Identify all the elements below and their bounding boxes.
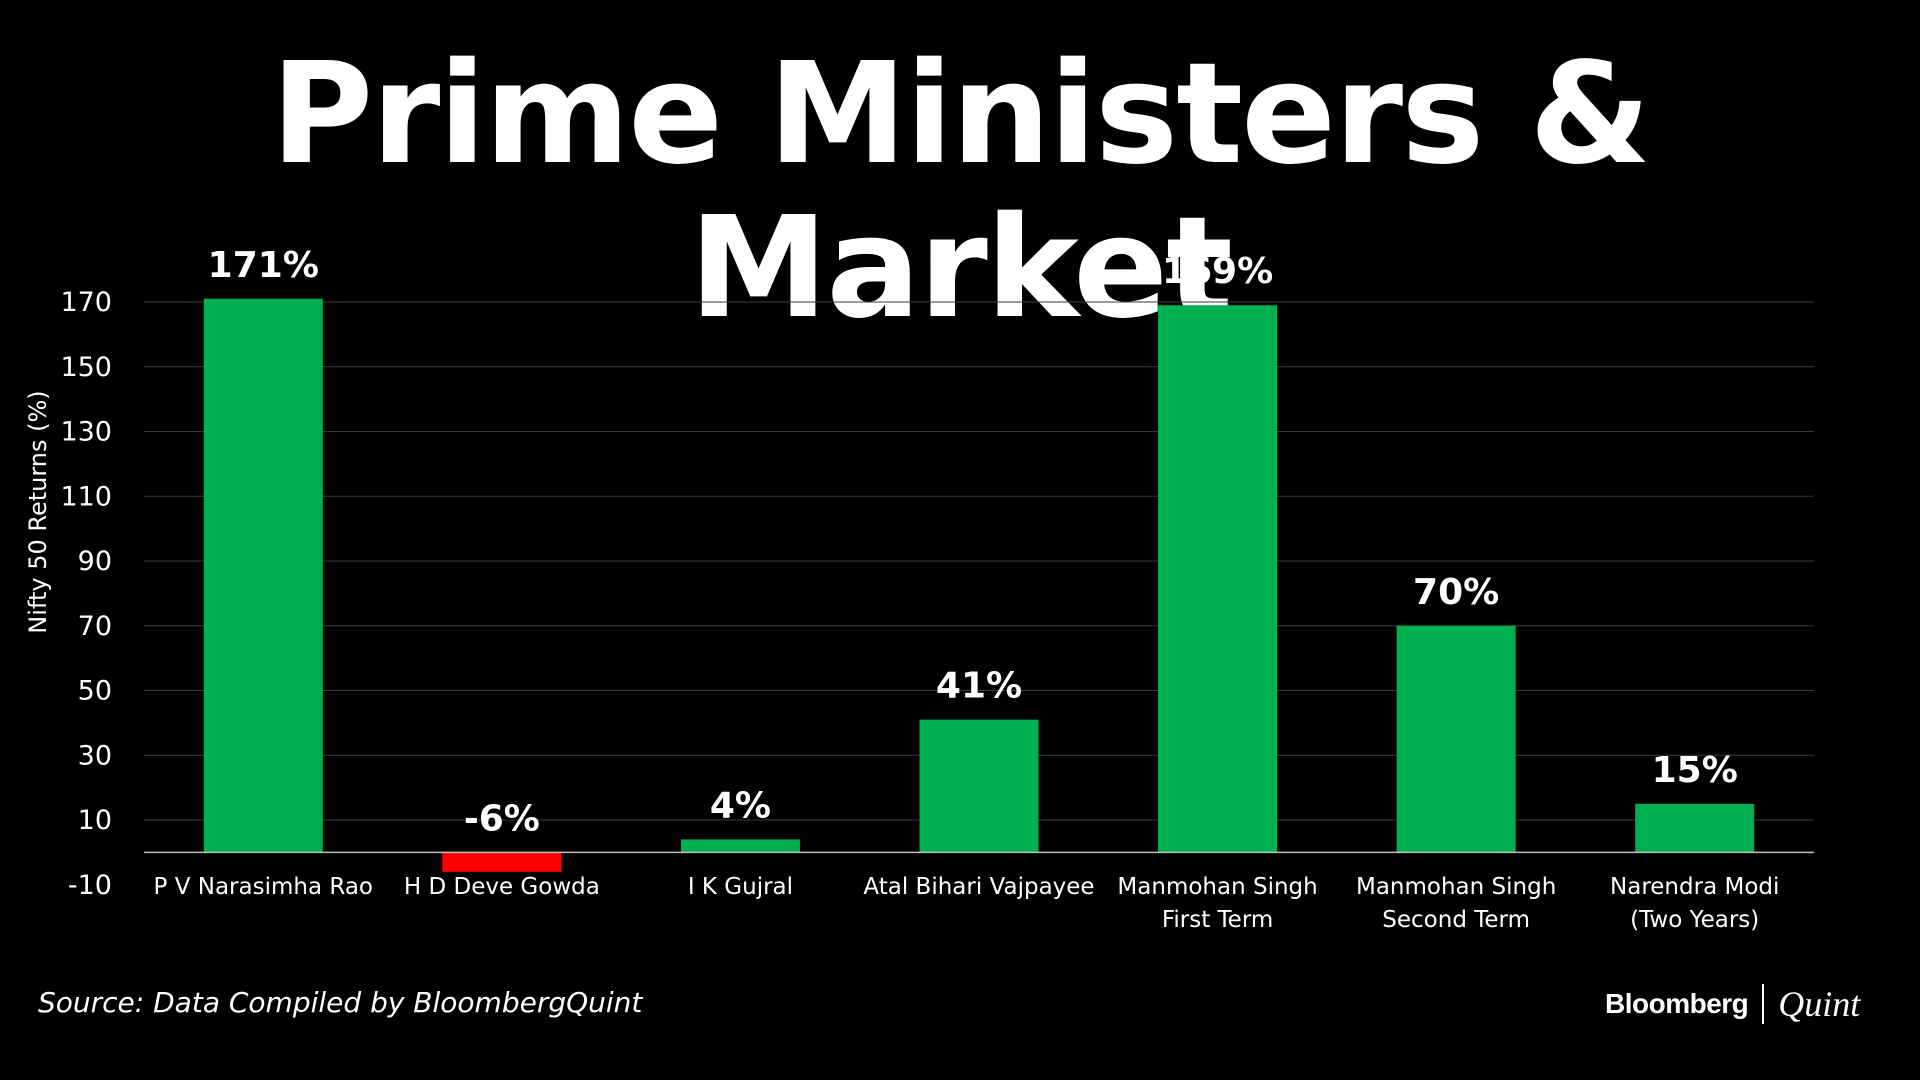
y-tick-label: 50	[78, 676, 112, 707]
bar	[442, 852, 562, 872]
y-tick-label: 30	[78, 740, 112, 771]
y-axis-label: Nifty 50 Returns (%)	[24, 390, 52, 633]
x-category-label: Narendra Modi	[1610, 874, 1779, 900]
source-note: Source: Data Compiled by BloombergQuint	[38, 986, 643, 1019]
chart-title: Prime Ministers & Market	[270, 33, 1652, 350]
x-category-label: P V Narasimha Rao	[154, 874, 373, 900]
brand-logo: Bloomberg Quint	[1605, 982, 1860, 1026]
x-category-label: Manmohan Singh	[1117, 874, 1317, 900]
bar	[1158, 305, 1278, 853]
data-label: -6%	[464, 798, 540, 839]
x-category-label: Second Term	[1382, 907, 1530, 933]
x-category-label: H D Deve Gowda	[404, 874, 600, 900]
data-label: 41%	[936, 666, 1022, 707]
data-label: 15%	[1652, 750, 1738, 791]
data-labels: 171% -6% 4% 41% 169% 70% 15%	[208, 245, 1738, 840]
x-category-label: First Term	[1162, 907, 1273, 933]
brand-primary: Bloomberg	[1605, 988, 1749, 1019]
x-category-labels: P V Narasimha Rao H D Deve Gowda I K Gujra…	[154, 874, 1780, 933]
data-label: 169%	[1162, 251, 1273, 292]
y-tick-label: 10	[78, 805, 112, 836]
bar	[203, 298, 323, 853]
bar	[1396, 625, 1516, 853]
x-category-label: Atal Bihari Vajpayee	[863, 874, 1094, 900]
y-tick-label: 110	[60, 481, 112, 512]
y-tick-labels: 170 150 130 110 90 70 50 30 10 -10	[60, 287, 112, 901]
y-tick-label: 130	[60, 417, 112, 448]
y-tick-label: -10	[68, 870, 112, 901]
x-category-label: Manmohan Singh	[1356, 874, 1556, 900]
y-tick-label: 150	[60, 352, 112, 383]
bar	[1635, 803, 1755, 853]
brand-secondary: Quint	[1778, 984, 1861, 1024]
data-label: 171%	[208, 245, 319, 286]
bar	[680, 839, 800, 853]
y-tick-label: 170	[60, 287, 112, 318]
x-category-label: I K Gujral	[688, 874, 793, 900]
bars	[203, 298, 1755, 872]
x-category-label: (Two Years)	[1630, 907, 1759, 933]
data-label: 4%	[710, 785, 771, 826]
bar	[919, 719, 1039, 853]
y-tick-label: 70	[78, 611, 112, 642]
y-tick-label: 90	[78, 546, 112, 577]
data-label: 70%	[1413, 572, 1499, 613]
brand-divider	[1762, 984, 1765, 1024]
